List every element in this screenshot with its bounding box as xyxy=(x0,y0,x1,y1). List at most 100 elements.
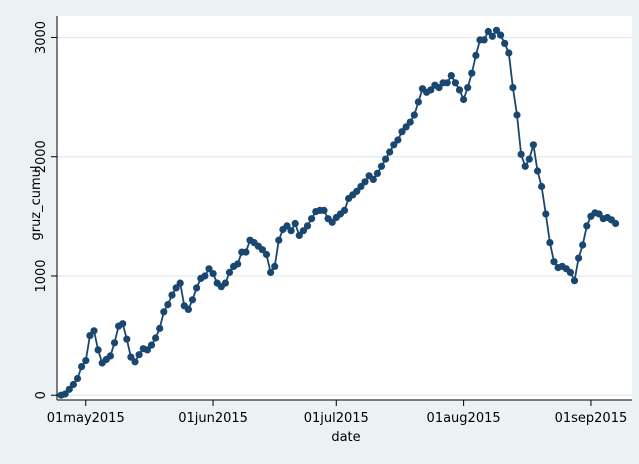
data-point xyxy=(78,363,86,371)
data-point xyxy=(221,279,229,287)
data-point xyxy=(156,324,164,332)
data-point xyxy=(308,215,316,223)
data-point xyxy=(69,380,77,389)
data-point xyxy=(464,84,472,92)
data-point xyxy=(361,178,369,186)
data-point xyxy=(517,150,525,158)
data-point xyxy=(451,79,459,87)
data-point xyxy=(492,26,501,34)
data-point xyxy=(110,339,119,347)
data-point xyxy=(382,155,390,163)
x-tick-label: 01may2015 xyxy=(47,411,125,426)
series-markers xyxy=(57,26,620,399)
data-point xyxy=(468,69,476,77)
data-point xyxy=(164,301,172,309)
data-point xyxy=(176,279,184,287)
data-point xyxy=(242,248,250,256)
data-point xyxy=(538,182,546,191)
data-point xyxy=(65,385,73,393)
y-tick-label: 1000 xyxy=(34,259,49,292)
data-point xyxy=(414,98,422,106)
data-point xyxy=(119,320,127,328)
data-point xyxy=(201,272,209,280)
data-point xyxy=(287,227,295,235)
data-point xyxy=(546,239,554,247)
data-point xyxy=(533,167,542,175)
data-point xyxy=(435,84,443,92)
data-point xyxy=(90,327,98,335)
data-point xyxy=(299,227,307,235)
data-point xyxy=(612,219,620,228)
data-point xyxy=(328,218,336,226)
data-point xyxy=(271,262,279,270)
data-point xyxy=(172,284,180,292)
x-tick-label: 01aug2015 xyxy=(427,411,501,426)
y-axis-title: gruz_cumul xyxy=(29,165,44,240)
data-point xyxy=(234,260,242,268)
y-tick-label: 0 xyxy=(34,391,49,399)
data-point xyxy=(295,231,303,239)
data-point xyxy=(406,118,414,126)
data-point xyxy=(410,111,418,119)
data-point xyxy=(106,352,114,360)
data-point xyxy=(205,265,213,273)
data-point xyxy=(160,308,168,316)
data-point xyxy=(143,346,151,354)
data-point xyxy=(460,95,468,104)
data-point xyxy=(484,27,492,36)
data-point xyxy=(168,291,176,299)
data-point xyxy=(131,358,139,366)
data-point xyxy=(521,162,529,170)
data-point xyxy=(73,374,82,383)
data-point xyxy=(184,305,192,313)
data-point xyxy=(443,79,451,87)
data-point xyxy=(579,241,587,249)
data-point xyxy=(509,84,517,92)
y-tick-label: 3000 xyxy=(34,21,49,54)
x-axis-ticks: 01may2015 01jun2015 01jul2015 01aug2015 01se… xyxy=(47,400,627,426)
data-point xyxy=(575,254,583,262)
data-point xyxy=(390,141,398,149)
data-point xyxy=(283,222,291,230)
data-point xyxy=(497,31,505,39)
data-point xyxy=(61,390,69,398)
data-point xyxy=(135,351,143,359)
x-tick-label: 01sep2015 xyxy=(555,411,628,426)
data-point xyxy=(262,250,271,259)
data-point xyxy=(525,155,533,163)
data-point xyxy=(542,210,550,218)
data-point xyxy=(193,284,201,292)
data-point xyxy=(123,335,131,343)
data-point xyxy=(258,246,266,254)
data-point xyxy=(86,332,94,340)
data-point xyxy=(398,128,406,136)
x-tick-label: 01jun2015 xyxy=(178,411,248,426)
data-point xyxy=(152,334,160,342)
data-point xyxy=(373,169,381,177)
data-point xyxy=(267,268,275,276)
data-point xyxy=(353,187,361,195)
data-point xyxy=(320,206,328,214)
data-point xyxy=(550,258,558,266)
data-point xyxy=(188,296,197,304)
x-tick-label: 01jul2015 xyxy=(304,411,369,426)
data-point xyxy=(488,32,496,40)
data-point xyxy=(275,236,283,244)
data-point xyxy=(127,353,135,361)
data-point xyxy=(427,86,435,94)
data-point xyxy=(340,206,349,214)
data-point xyxy=(501,39,509,48)
data-point xyxy=(303,222,312,230)
data-point xyxy=(583,222,591,230)
data-point xyxy=(147,341,156,349)
data-point xyxy=(369,175,377,183)
data-point xyxy=(209,270,217,278)
data-point xyxy=(595,210,603,218)
y-tick-label: 2000 xyxy=(34,140,49,173)
data-point xyxy=(505,49,513,57)
data-point xyxy=(402,123,410,131)
data-point xyxy=(455,86,464,94)
data-point xyxy=(570,277,579,285)
data-point xyxy=(513,111,521,119)
